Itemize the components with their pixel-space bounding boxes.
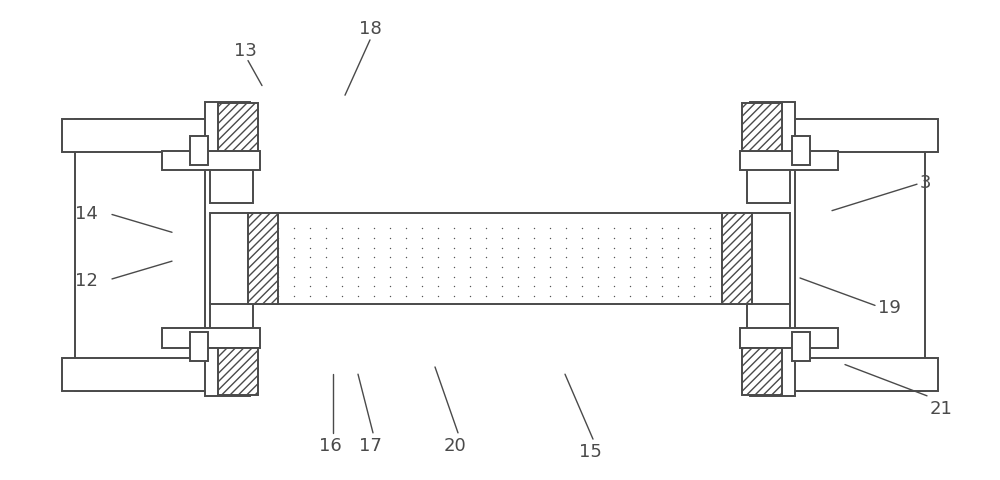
Text: 16: 16 (319, 436, 341, 455)
Bar (795, 120, 925, 391)
Bar (190, 137, 208, 166)
Text: 20: 20 (444, 436, 466, 455)
Bar (792, 137, 810, 166)
Bar (162, 151, 260, 170)
Bar (62, 120, 217, 153)
Text: 12: 12 (75, 272, 98, 290)
Bar (740, 329, 838, 348)
Bar (248, 214, 278, 305)
Text: 19: 19 (878, 298, 901, 316)
Bar (210, 151, 253, 204)
Bar (218, 348, 258, 395)
Bar (205, 348, 250, 396)
Bar (62, 359, 217, 391)
Text: 13: 13 (234, 41, 256, 60)
Bar (747, 214, 790, 305)
Text: 21: 21 (930, 399, 953, 417)
Bar (210, 304, 253, 347)
Bar (205, 103, 250, 151)
Text: 17: 17 (359, 436, 381, 455)
Text: 14: 14 (75, 204, 98, 223)
Bar (747, 151, 790, 204)
Bar (218, 104, 258, 151)
Bar (750, 348, 795, 396)
Bar (783, 359, 938, 391)
Text: 15: 15 (579, 442, 601, 460)
Bar (210, 214, 253, 305)
Bar (722, 214, 752, 305)
Bar (747, 304, 790, 347)
Bar (742, 348, 782, 395)
Bar (248, 214, 752, 305)
Bar (190, 332, 208, 361)
Bar (740, 151, 838, 170)
Bar (792, 332, 810, 361)
Bar (742, 104, 782, 151)
Bar (75, 120, 205, 391)
Bar (162, 329, 260, 348)
Text: 3: 3 (920, 173, 932, 192)
Text: 18: 18 (359, 20, 381, 38)
Bar (750, 103, 795, 151)
Bar (783, 120, 938, 153)
